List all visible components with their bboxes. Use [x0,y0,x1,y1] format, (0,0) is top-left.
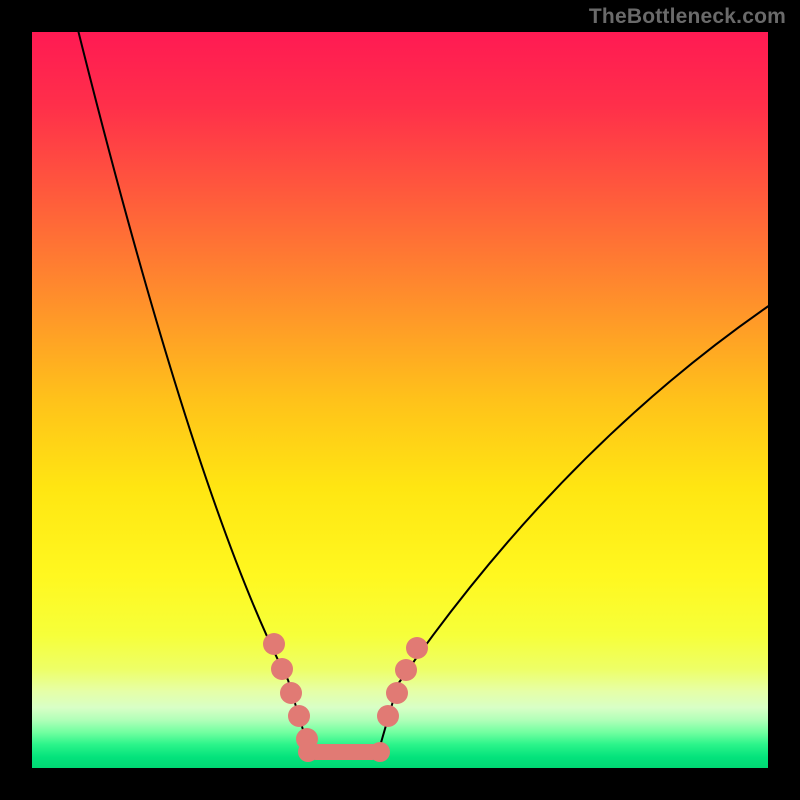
segment-dot [288,705,310,727]
segment-bar [308,744,380,760]
segment-dot [406,637,428,659]
chart-svg [0,0,800,800]
segment-dot [395,659,417,681]
segment-dot [377,705,399,727]
segment-dot [370,742,390,762]
curve-right [378,305,770,753]
segment-group [263,633,428,762]
segment-dot [263,633,285,655]
segment-dot [271,658,293,680]
segment-dot [280,682,302,704]
segment-dot [298,742,318,762]
segment-dot [386,682,408,704]
